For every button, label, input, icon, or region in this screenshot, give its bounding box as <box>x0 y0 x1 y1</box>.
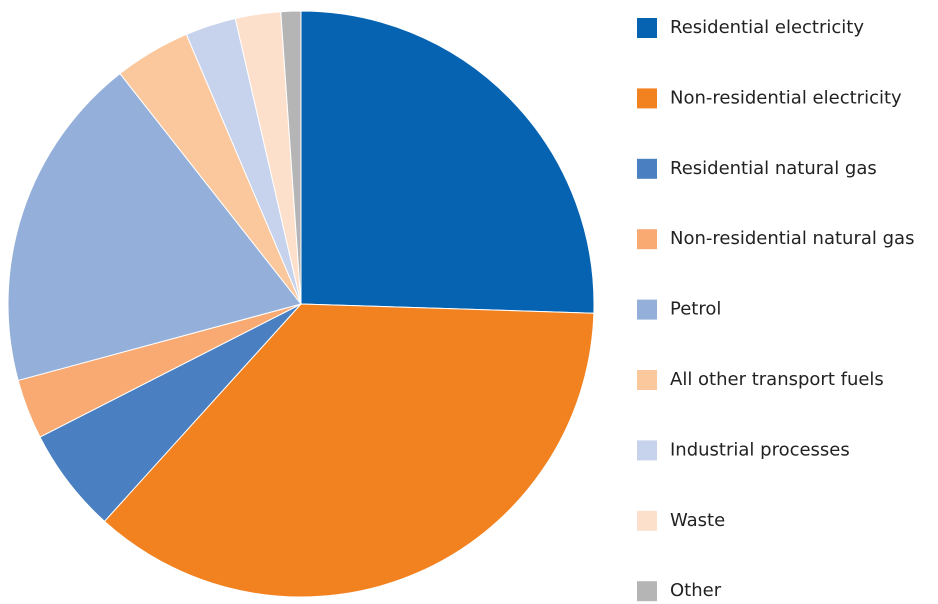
legend-swatch <box>637 510 657 531</box>
legend-label: Non-residential natural gas <box>670 228 914 249</box>
legend-label: Non-residential electricity <box>670 87 902 108</box>
legend-label: Residential electricity <box>670 17 864 38</box>
legend-swatch <box>637 229 657 250</box>
legend-label: Petrol <box>670 299 721 320</box>
legend-label: Industrial processes <box>670 439 850 460</box>
legend-label: Waste <box>670 510 725 531</box>
pie-slice <box>7 72 302 382</box>
pie-slice <box>280 10 302 305</box>
pie-slice <box>103 303 595 598</box>
legend-label: Other <box>670 580 722 601</box>
legend-swatch <box>637 581 657 602</box>
legend-swatch <box>637 158 657 179</box>
legend-swatch <box>637 370 657 390</box>
legend-label: Residential natural gas <box>670 158 877 179</box>
legend-label: All other transport fuels <box>670 369 884 390</box>
legend-swatch <box>637 299 657 320</box>
pie-slice <box>300 10 595 314</box>
legend-swatch <box>637 18 657 38</box>
legend-swatch <box>637 440 657 461</box>
legend-swatch <box>637 88 657 109</box>
